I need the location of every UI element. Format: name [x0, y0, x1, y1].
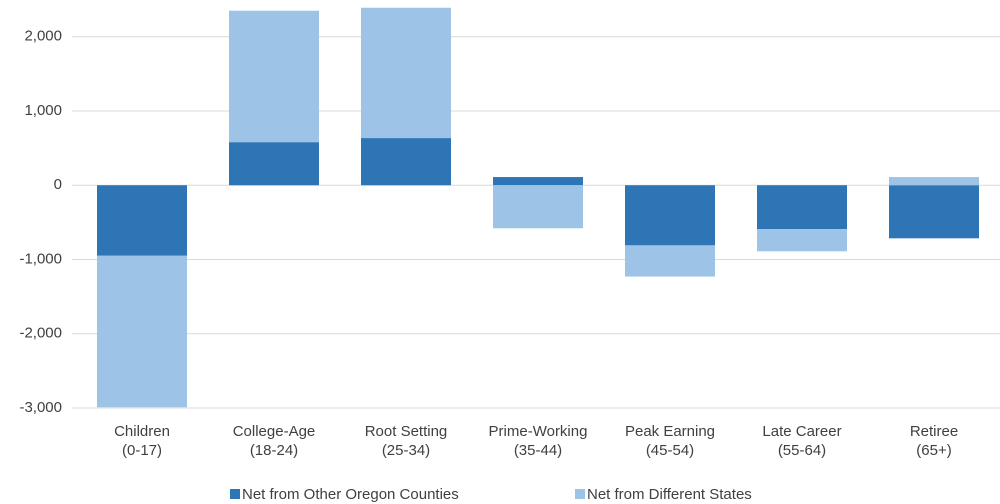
bar-segment	[97, 185, 187, 256]
y-tick-label: 0	[54, 176, 62, 193]
x-tick-label: Late Career	[762, 423, 841, 440]
legend-label: Net from Different States	[587, 486, 752, 503]
y-tick-label: 1,000	[24, 102, 62, 119]
x-tick-label: (55-64)	[778, 442, 826, 459]
x-tick-label: (18-24)	[250, 442, 298, 459]
bar-segment	[229, 142, 319, 186]
y-tick-label: 2,000	[24, 28, 62, 45]
x-tick-label: (35-44)	[514, 442, 562, 459]
y-tick-label: -1,000	[19, 250, 62, 267]
bar-segment	[229, 10, 319, 143]
x-tick-label: Root Setting	[365, 423, 448, 440]
x-tick-label: Retiree	[910, 423, 958, 440]
x-tick-label: Peak Earning	[625, 423, 715, 440]
x-tick-label: (0-17)	[122, 442, 162, 459]
bar-segment	[757, 229, 847, 252]
x-tick-label: (25-34)	[382, 442, 430, 459]
x-tick-label: Prime-Working	[489, 423, 588, 440]
bar-segment	[889, 185, 979, 239]
bar-segment	[361, 7, 451, 139]
legend-label: Net from Other Oregon Counties	[242, 486, 459, 503]
x-tick-label: College-Age	[233, 423, 316, 440]
y-tick-label: -3,000	[19, 399, 62, 416]
x-tick-label: (45-54)	[646, 442, 694, 459]
legend-swatch	[575, 489, 585, 499]
bar-segment	[757, 185, 847, 230]
bar-segment	[625, 185, 715, 246]
bar-segment	[361, 138, 451, 186]
bar-segment	[493, 177, 583, 186]
bar-segment	[97, 255, 187, 408]
x-tick-label: Children	[114, 423, 170, 440]
x-tick-label: (65+)	[916, 442, 951, 459]
legend-swatch	[230, 489, 240, 499]
bar-segment	[493, 185, 583, 229]
y-tick-label: -2,000	[19, 325, 62, 342]
bar-segment	[625, 245, 715, 277]
bar-segment	[889, 177, 979, 186]
